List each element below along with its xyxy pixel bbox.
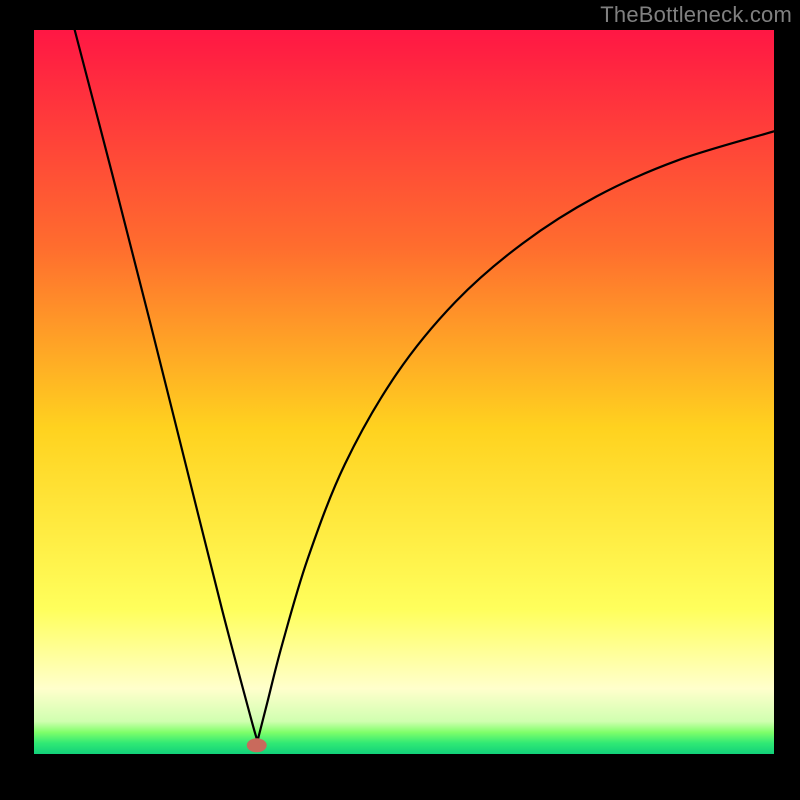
vertex-marker (247, 738, 267, 752)
plot-background (34, 30, 774, 754)
watermark-text: TheBottleneck.com (600, 2, 792, 28)
chart-container: TheBottleneck.com (0, 0, 800, 800)
bottleneck-chart (0, 0, 800, 800)
